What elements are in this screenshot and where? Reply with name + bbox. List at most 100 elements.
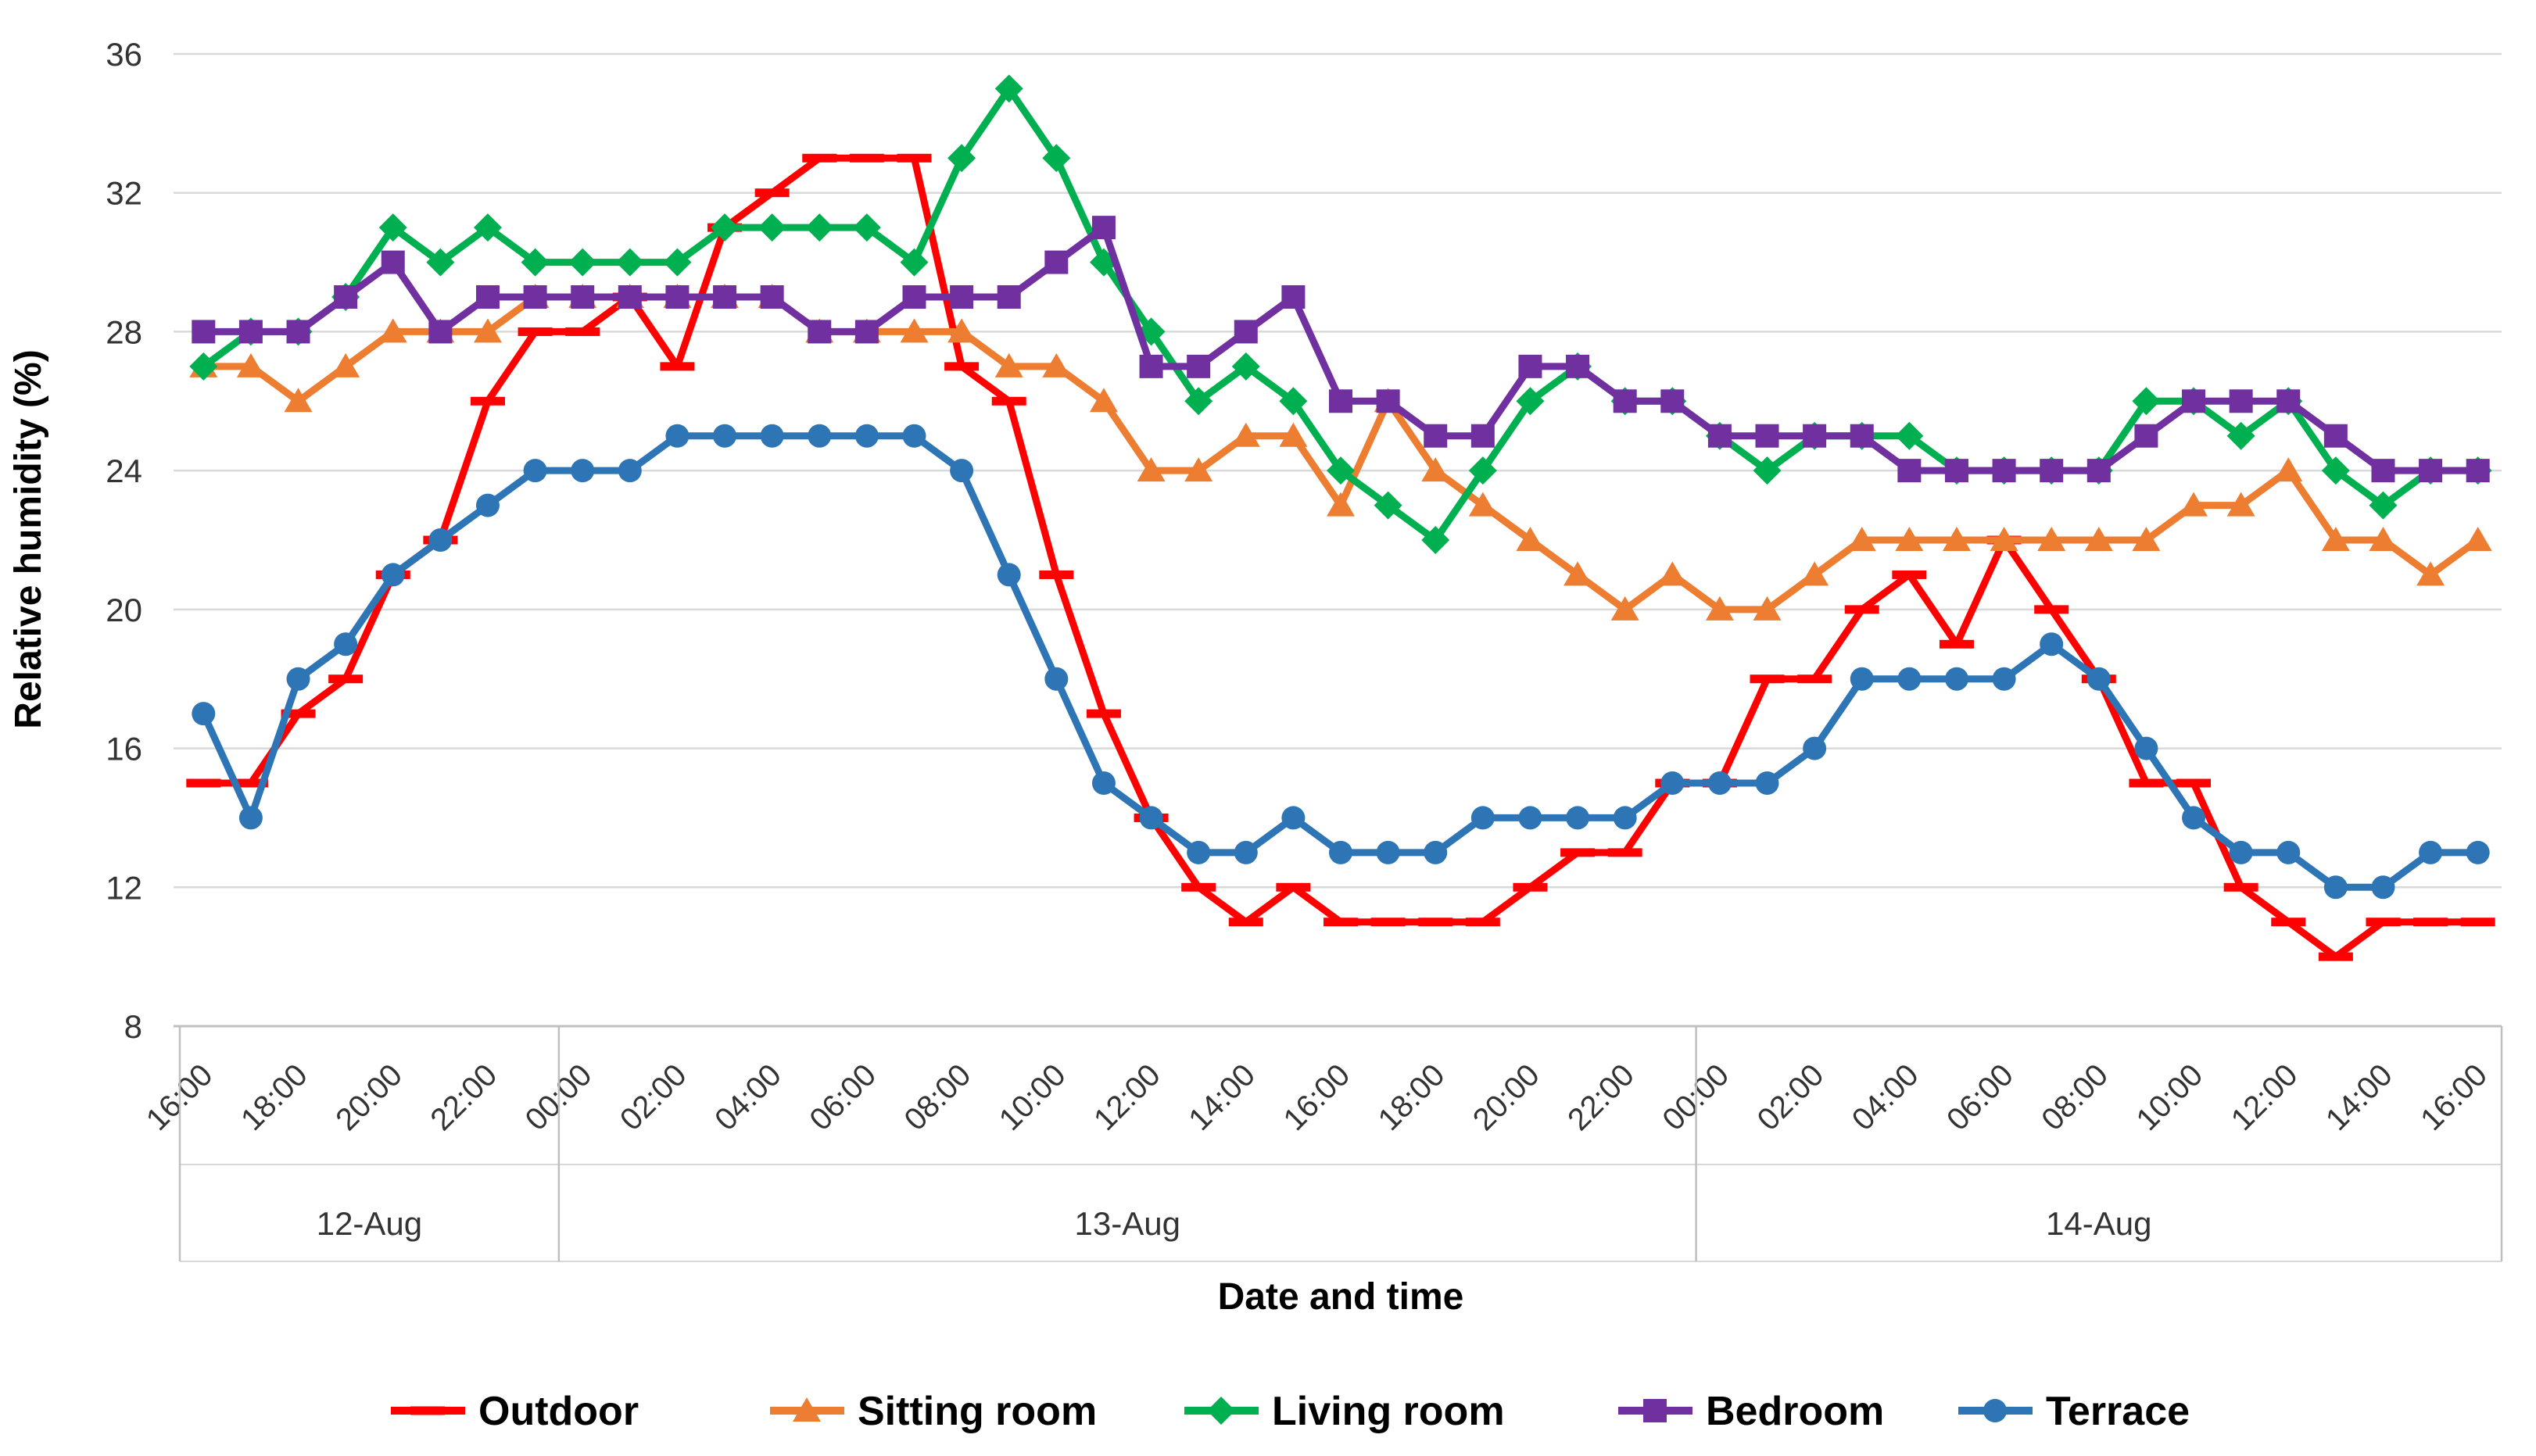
x-tick-label: 08:00 bbox=[898, 1057, 978, 1137]
data-point-marker bbox=[1753, 596, 1782, 621]
data-point-marker bbox=[1421, 457, 1450, 482]
data-point-marker bbox=[997, 285, 1021, 309]
day-group-labels: 12-Aug 13-Aug 14-Aug bbox=[317, 1205, 2152, 1242]
data-point-marker bbox=[1181, 882, 1216, 892]
data-point-marker bbox=[1847, 527, 1876, 551]
data-point-marker bbox=[665, 424, 690, 448]
data-point-marker bbox=[1231, 352, 1260, 381]
data-point-marker bbox=[1091, 771, 1116, 795]
data-point-marker bbox=[1228, 918, 1263, 927]
data-point-marker bbox=[1184, 457, 1213, 482]
data-point-marker bbox=[1803, 424, 1827, 448]
data-point-marker bbox=[571, 459, 595, 483]
data-point-marker bbox=[902, 285, 926, 309]
x-tick-label: 12:00 bbox=[2225, 1057, 2305, 1137]
data-point-marker bbox=[1376, 389, 1400, 413]
data-point-marker bbox=[1607, 848, 1642, 857]
data-point-marker bbox=[2226, 492, 2255, 517]
data-point-marker bbox=[2176, 778, 2212, 788]
data-point-marker bbox=[1658, 561, 1687, 586]
day-label-12-Aug: 12-Aug bbox=[317, 1205, 422, 1242]
data-point-marker bbox=[1042, 144, 1071, 173]
data-point-marker bbox=[1139, 806, 1163, 830]
y-tick-label-24: 24 bbox=[106, 453, 142, 489]
data-point-marker bbox=[2413, 918, 2448, 927]
data-point-marker bbox=[2321, 527, 2350, 551]
data-point-marker bbox=[428, 528, 453, 552]
data-point-marker bbox=[944, 362, 980, 371]
data-point-marker bbox=[2134, 736, 2158, 760]
x-tick-label: 18:00 bbox=[235, 1057, 314, 1137]
data-point-marker bbox=[1513, 882, 1548, 892]
data-point-marker bbox=[1329, 840, 1352, 864]
data-point-marker bbox=[900, 248, 929, 277]
data-point-marker bbox=[331, 352, 360, 377]
data-point-marker bbox=[1944, 667, 1968, 691]
data-point-marker bbox=[1516, 527, 1545, 551]
data-point-marker bbox=[2460, 918, 2495, 927]
data-point-marker bbox=[1374, 491, 1402, 520]
series-terrace bbox=[192, 424, 2490, 900]
legend-item-terrace: Terrace bbox=[1958, 1389, 2190, 1434]
data-point-marker bbox=[2182, 389, 2206, 413]
data-point-marker bbox=[808, 320, 832, 344]
data-point-marker bbox=[192, 320, 216, 344]
data-point-marker bbox=[1421, 526, 1450, 554]
data-point-marker bbox=[381, 250, 405, 274]
data-point-marker bbox=[1560, 848, 1596, 857]
data-point-marker bbox=[1279, 387, 1308, 416]
data-point-marker bbox=[2466, 459, 2490, 483]
legend-marker-triangle-icon bbox=[793, 1397, 821, 1422]
data-point-marker bbox=[2371, 459, 2395, 483]
data-point-marker bbox=[523, 285, 547, 309]
x-tick-label: 02:00 bbox=[1751, 1057, 1831, 1137]
data-point-marker bbox=[378, 213, 407, 242]
data-point-marker bbox=[1276, 882, 1311, 892]
x-tick-label: 06:00 bbox=[803, 1057, 883, 1137]
data-point-marker bbox=[236, 352, 265, 377]
data-point-marker bbox=[1850, 667, 1874, 691]
data-point-marker bbox=[473, 318, 502, 343]
y-tick-label-28: 28 bbox=[106, 313, 142, 350]
data-point-marker bbox=[2271, 918, 2306, 927]
data-point-marker bbox=[1803, 736, 1827, 760]
data-point-marker bbox=[1329, 389, 1352, 413]
data-point-marker bbox=[334, 285, 358, 309]
legend-item-outdoor: Outdoor bbox=[391, 1389, 639, 1434]
data-point-marker bbox=[2086, 667, 2111, 691]
data-point-marker bbox=[947, 144, 976, 173]
legend-marker-diamond-icon bbox=[1207, 1397, 1235, 1425]
data-point-marker bbox=[994, 352, 1023, 377]
data-point-marker bbox=[1231, 422, 1260, 447]
data-point-marker bbox=[568, 248, 597, 277]
data-point-marker bbox=[994, 74, 1023, 103]
legend-marker-square-icon bbox=[1643, 1399, 1667, 1422]
data-point-marker bbox=[900, 318, 929, 343]
data-point-marker bbox=[1990, 527, 2018, 551]
data-point-marker bbox=[1613, 389, 1637, 413]
data-point-marker bbox=[1844, 605, 1879, 614]
data-point-marker bbox=[663, 248, 692, 277]
data-point-marker bbox=[518, 327, 553, 336]
data-point-marker bbox=[1089, 388, 1118, 413]
data-point-marker bbox=[2040, 632, 2064, 656]
day-label-14-Aug: 14-Aug bbox=[2046, 1205, 2151, 1242]
data-point-marker bbox=[1376, 840, 1400, 864]
x-axis-title: Date and time bbox=[1218, 1276, 1464, 1318]
data-point-marker bbox=[523, 459, 547, 483]
data-point-marker bbox=[2226, 421, 2255, 450]
x-tick-label: 08:00 bbox=[2035, 1057, 2115, 1137]
data-point-marker bbox=[2323, 424, 2348, 448]
legend-marker-circle-icon bbox=[1983, 1399, 2007, 1422]
x-tick-label: 06:00 bbox=[1940, 1057, 2020, 1137]
data-point-marker bbox=[1281, 285, 1306, 309]
data-point-marker bbox=[1797, 674, 1832, 684]
data-point-marker bbox=[328, 674, 364, 684]
y-axis-title: Relative humidity (%) bbox=[8, 349, 49, 728]
data-point-marker bbox=[802, 153, 837, 163]
data-point-marker bbox=[1468, 492, 1497, 517]
data-point-marker bbox=[1424, 840, 1448, 864]
data-point-marker bbox=[565, 327, 600, 336]
data-point-marker bbox=[1281, 806, 1306, 830]
